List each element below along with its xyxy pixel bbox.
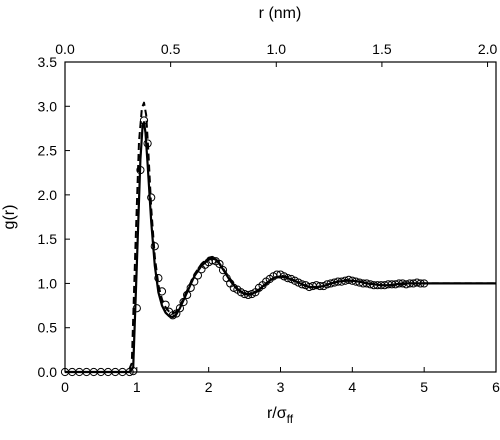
x-tick-label: 3 (277, 379, 285, 395)
top-tick-label: 1.5 (372, 41, 392, 57)
x-tick-label: 4 (348, 379, 356, 395)
plot-area (64, 61, 497, 373)
y-tick-label: 2.5 (38, 143, 58, 159)
data-point-marker (154, 274, 163, 283)
y-tick-label: 0.5 (38, 320, 58, 336)
data-point-marker (190, 277, 199, 286)
x-tick-label: 2 (205, 379, 213, 395)
x-tick-label: 0 (61, 379, 69, 395)
data-point-marker (193, 271, 202, 280)
data-point-marker (175, 304, 185, 313)
data-point-marker (161, 300, 170, 309)
data-point-marker (147, 193, 156, 202)
data-point-marker (416, 279, 425, 288)
series-group (60, 101, 496, 377)
data-point-marker (215, 259, 224, 269)
data-point-marker (157, 287, 167, 296)
y-tick-label: 3.0 (38, 98, 58, 114)
data-point-marker (183, 290, 192, 300)
ticks-group: 0 1 2 3 4 5 60.00.51.01.52.02.53.03.50.0 0.5 1.0… (38, 41, 500, 395)
data-point-marker (179, 297, 188, 307)
data-point-marker (143, 139, 152, 148)
x-axis-title: r/σff (267, 405, 294, 426)
data-point-marker (129, 367, 138, 376)
data-point-marker (297, 280, 307, 289)
x-axis-title-subscript: ff (287, 412, 294, 426)
top-axis-title: r (nm) (259, 5, 302, 22)
y-tick-label: 3.5 (38, 54, 58, 70)
data-point-marker (420, 279, 429, 288)
solid-series-line (65, 121, 496, 374)
y-axis-title: g(r) (1, 205, 18, 230)
data-point-marker (208, 256, 217, 265)
y-tick-label: 1.0 (38, 275, 58, 291)
dashed-series-line (65, 101, 496, 373)
data-point-marker (132, 304, 141, 313)
x-tick-label: 5 (420, 379, 428, 395)
top-tick-label: 0.0 (55, 41, 75, 57)
y-tick-label: 0.0 (38, 364, 58, 380)
data-point-marker (136, 165, 145, 175)
x-axis-title-main: r/σ (267, 405, 287, 422)
data-point-marker (139, 116, 149, 125)
data-point-marker (150, 242, 159, 251)
top-tick-label: 0.5 (161, 41, 181, 57)
data-point-marker (125, 367, 134, 377)
x-tick-label: 6 (492, 379, 500, 395)
y-tick-label: 2.0 (38, 187, 58, 203)
data-point-marker (186, 283, 195, 292)
x-tick-label: 1 (133, 379, 141, 395)
top-tick-label: 1.0 (267, 41, 287, 57)
data-point-marker (283, 274, 292, 283)
top-tick-label: 2.0 (478, 41, 498, 57)
data-point-marker (244, 290, 253, 300)
y-tick-label: 1.5 (38, 231, 58, 247)
data-point-marker (218, 266, 228, 275)
